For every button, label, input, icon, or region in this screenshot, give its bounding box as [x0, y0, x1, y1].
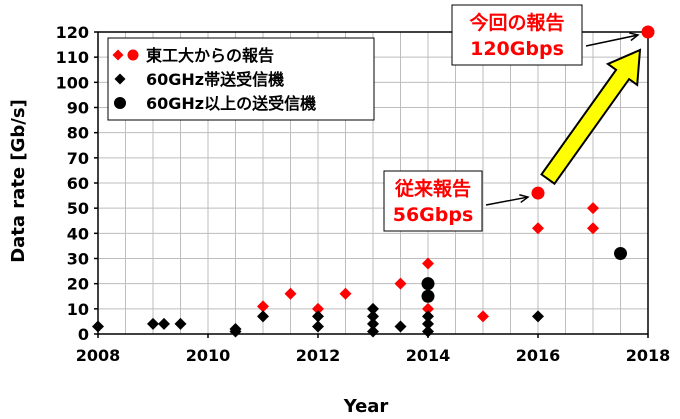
x-tick-label: 2018: [626, 346, 671, 365]
y-tick-label: 120: [56, 23, 89, 42]
legend-label: 東工大からの報告: [146, 46, 274, 65]
x-tick-label: 2012: [296, 346, 341, 365]
red-diamond-point: [394, 277, 407, 290]
legend: 東工大からの報告 60GHz帯送受信機 60GHz以上の送受信機: [107, 37, 375, 121]
red-diamond-point: [532, 222, 544, 235]
callout-text: 120Gbps: [470, 38, 564, 60]
black-circle-point: [421, 277, 435, 291]
black-diamond-point: [422, 325, 434, 338]
legend-red-circle-icon: [127, 49, 139, 61]
red-diamond-point: [312, 302, 324, 315]
black-diamond-point: [158, 317, 170, 330]
black-diamond-point: [312, 320, 324, 333]
callout-pointer-head: [519, 194, 530, 204]
callout-pointer-line: [485, 196, 529, 206]
callout-pointer-line: [585, 34, 639, 47]
black-diamond-point: [257, 310, 269, 323]
y-tick-label: 30: [67, 250, 89, 269]
y-tick-label: 10: [67, 300, 89, 319]
annotations: 従来報告 56Gbps 今回の報告 120Gbps: [383, 4, 640, 232]
red-diamond-point: [422, 302, 434, 315]
legend-black-circle-icon: [114, 97, 126, 109]
black-diamond-point: [229, 325, 242, 338]
legend-black-diamond-icon: [114, 73, 126, 85]
black-diamond-point: [422, 317, 434, 330]
black-diamond-point: [394, 320, 407, 333]
y-tick-label: 90: [67, 99, 89, 118]
y-tick-label: 0: [78, 325, 89, 344]
black-diamond-point: [147, 317, 159, 330]
callout-box: [451, 4, 583, 66]
callout-box: [383, 170, 483, 232]
red-diamond-point: [284, 287, 297, 300]
axis-ticks: 0 10 20 30 40 50 60 70 80 90 100 110 120 2008 2010 2012…: [56, 23, 671, 365]
data-points: [92, 25, 655, 338]
x-tick-label: 2010: [186, 346, 231, 365]
trend-arrow-shape: [540, 48, 642, 186]
x-axis-title: Year: [343, 396, 389, 417]
y-tick-label: 60: [67, 174, 89, 193]
x-tick-label: 2016: [516, 346, 561, 365]
y-tick-label: 50: [67, 199, 89, 218]
y-tick-label: 100: [56, 73, 89, 92]
y-tick-label: 70: [67, 149, 89, 168]
black-diamond-point: [532, 310, 544, 323]
black-diamond-point: [312, 310, 324, 323]
black-circle-point: [614, 246, 627, 260]
red-diamond-point: [257, 300, 269, 313]
legend-label: 60GHz以上の送受信機: [146, 94, 316, 113]
x-tick-label: 2008: [76, 346, 121, 365]
black-diamond-point: [367, 317, 379, 330]
black-diamond-point: [367, 325, 379, 338]
y-tick-label: 110: [56, 48, 89, 67]
black-circle-point: [421, 289, 435, 303]
callout-pointer-head: [629, 32, 640, 42]
y-tick-label: 20: [67, 275, 89, 294]
black-diamond-point: [174, 317, 187, 330]
callout-text: 従来報告: [394, 177, 471, 200]
red-diamond-point: [422, 257, 434, 270]
y-tick-label: 40: [67, 224, 89, 243]
trend-arrow: [540, 48, 642, 186]
red-diamond-point: [587, 222, 599, 235]
x-tick-label: 2014: [406, 346, 451, 365]
black-diamond-point: [367, 302, 379, 315]
legend-box: [107, 37, 375, 121]
y-tick-label: 80: [67, 124, 89, 143]
black-diamond-point: [367, 310, 379, 323]
black-diamond-point: [422, 310, 434, 323]
red-circle-point: [531, 186, 545, 200]
red-circle-point: [641, 25, 655, 39]
black-diamond-point: [92, 320, 104, 333]
red-diamond-point: [339, 287, 352, 300]
red-diamond-point: [587, 202, 599, 215]
legend-label: 60GHz帯送受信機: [146, 70, 284, 89]
legend-red-diamond-icon: [112, 49, 124, 61]
callout-text: 56Gbps: [393, 204, 474, 226]
callout-text: 今回の報告: [468, 11, 564, 34]
y-axis-title: Data rate [Gb/s]: [8, 99, 29, 263]
red-diamond-point: [477, 310, 489, 323]
